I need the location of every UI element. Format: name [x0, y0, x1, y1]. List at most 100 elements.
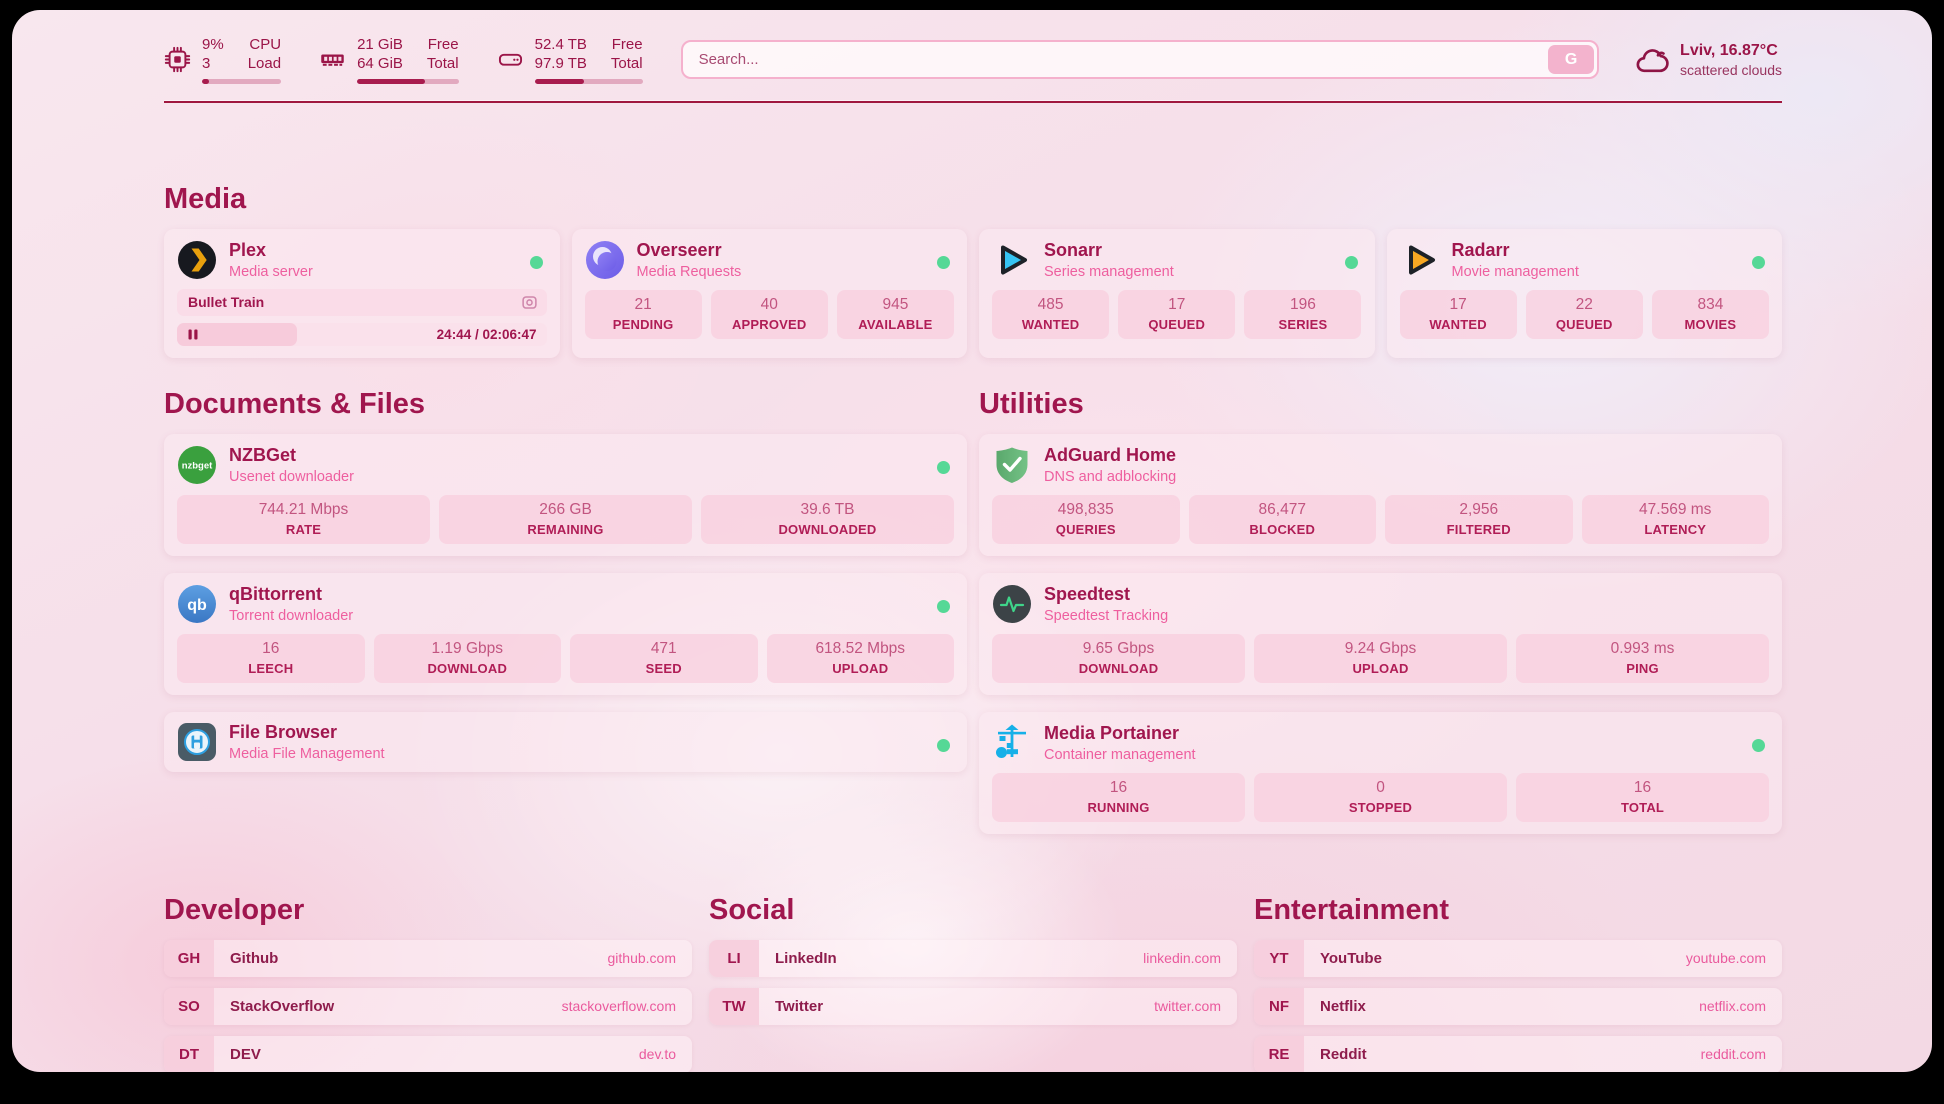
stat-label: SERIES — [1278, 316, 1328, 332]
search-bar: G — [680, 40, 1600, 80]
weather-text: Lviv, 16.87°C scattered clouds — [1680, 42, 1782, 78]
bookmark-reddit[interactable]: RE Reddit reddit.com — [1254, 1035, 1782, 1072]
cpu-widget: 9% 3 CPU Load — [164, 36, 282, 84]
stat-pill: 618.52 Mbps UPLOAD — [766, 633, 954, 683]
cast-icon — [521, 294, 538, 311]
speedtest-icon — [992, 584, 1032, 624]
stat-pill: 945 AVAILABLE — [836, 289, 954, 339]
bookmark-stackoverflow[interactable]: SO StackOverflow stackoverflow.com — [164, 987, 692, 1025]
status-dot — [1344, 255, 1358, 269]
disk-widget-body: 52.4 TB 97.9 TB Free Total — [534, 36, 643, 84]
service-card-adguard[interactable]: AdGuard Home DNS and adblocking 498,835 … — [979, 433, 1782, 556]
bookmark-label: StackOverflow — [230, 997, 335, 1015]
stat-pill: 16 RUNNING — [992, 772, 1245, 822]
bookmark-youtube[interactable]: YT YouTube youtube.com — [1254, 939, 1782, 977]
service-name: Radarr — [1451, 239, 1510, 260]
disk-total-value: 97.9 TB — [534, 54, 587, 72]
bookmark-url: linkedin.com — [1143, 950, 1221, 966]
bookmark-abbr: YT — [1254, 939, 1304, 977]
stat-value: 0 — [1376, 778, 1385, 796]
service-subtitle: Container management — [1044, 746, 1196, 763]
service-card-overseerr[interactable]: Overseerr Media Requests 21 PENDING 40 A… — [571, 228, 967, 358]
bookmark-label: DEV — [230, 1045, 261, 1063]
bookmark-url: youtube.com — [1685, 950, 1766, 966]
stat-value: 1.19 Gbps — [431, 639, 504, 657]
stat-pill: 86,477 BLOCKED — [1188, 494, 1376, 544]
service-subtitle: Torrent downloader — [229, 607, 354, 624]
service-card-qbittorrent[interactable]: qb qBittorrent Torrent downloader 16 — [164, 572, 967, 695]
service-subtitle: Media Requests — [636, 263, 742, 280]
service-subtitle: DNS and adblocking — [1044, 468, 1177, 485]
memory-progress-track — [357, 78, 459, 84]
memory-free-value: 21 GiB — [357, 36, 403, 53]
bookmark-abbr: NF — [1254, 987, 1304, 1025]
bookmark-group-developer: Developer GH Github github.com SO StackO… — [164, 893, 692, 1072]
stat-pill: 9.24 Gbps UPLOAD — [1254, 633, 1507, 683]
playback-progress-row: 24:44 / 02:06:47 — [177, 322, 547, 346]
section-title-social: Social — [709, 893, 795, 926]
section-title-developer: Developer — [164, 893, 305, 926]
service-card-filebrowser[interactable]: File Browser Media File Management — [164, 711, 967, 772]
bookmark-twitter[interactable]: TW Twitter twitter.com — [709, 987, 1237, 1025]
stat-pill: 0 STOPPED — [1254, 772, 1507, 822]
stat-label: WANTED — [1429, 316, 1487, 332]
stat-value: 618.52 Mbps — [815, 639, 906, 657]
search-input[interactable] — [680, 40, 1600, 80]
nzbget-icon: nzbget — [177, 445, 217, 485]
stat-label: DOWNLOAD — [1078, 660, 1159, 676]
cpu-load-label: Load — [247, 54, 282, 72]
stat-value: 498,835 — [1057, 500, 1114, 518]
bookmark-url: reddit.com — [1700, 1046, 1766, 1062]
service-card-portainer[interactable]: Media Portainer Container management 16 … — [979, 711, 1782, 834]
bookmark-url: twitter.com — [1154, 998, 1221, 1014]
memory-widget: 21 GiB 64 GiB Free Total — [319, 36, 459, 84]
status-dot — [1752, 255, 1765, 269]
service-card-radarr[interactable]: Radarr Movie management 17 WANTED 22 QUE… — [1386, 228, 1782, 358]
bookmark-dev[interactable]: DT DEV dev.to — [164, 1035, 692, 1072]
bookmark-label: LinkedIn — [775, 949, 837, 967]
disk-free-value: 52.4 TB — [534, 36, 587, 53]
stat-value: 0.993 ms — [1610, 639, 1675, 657]
stat-value: 86,477 — [1258, 500, 1306, 518]
stat-value: 16 — [1109, 778, 1128, 796]
disk-total-label: Total — [610, 54, 643, 72]
stat-label: REMAINING — [527, 521, 604, 537]
dashboard: 9% 3 CPU Load — [12, 10, 1932, 1072]
stat-pill: 498,835 QUERIES — [992, 494, 1180, 544]
service-name: Plex — [229, 239, 267, 260]
bookmark-github[interactable]: GH Github github.com — [164, 939, 692, 977]
memory-total-value: 64 GiB — [357, 54, 403, 72]
stat-label: FILTERED — [1446, 521, 1511, 537]
stat-label: BLOCKED — [1249, 521, 1316, 537]
stat-value: 196 — [1289, 295, 1316, 313]
stat-value: 16 — [1633, 778, 1652, 796]
stat-pill: 1.19 Gbps DOWNLOAD — [373, 633, 561, 683]
bookmark-linkedin[interactable]: LI LinkedIn linkedin.com — [709, 939, 1237, 977]
service-card-speedtest[interactable]: Speedtest Speedtest Tracking 9.65 Gbps D… — [979, 572, 1782, 695]
bookmark-url: dev.to — [638, 1046, 676, 1062]
bookmark-netflix[interactable]: NF Netflix netflix.com — [1254, 987, 1782, 1025]
stat-pill: 834 MOVIES — [1651, 289, 1769, 339]
stat-pill: 16 TOTAL — [1516, 772, 1769, 822]
service-card-plex[interactable]: Plex Media server Bullet Train — [164, 228, 560, 358]
cpu-widget-body: 9% 3 CPU Load — [202, 36, 282, 84]
bookmark-url: github.com — [607, 950, 676, 966]
stat-pill: 471 SEED — [570, 633, 758, 683]
service-subtitle: Movie management — [1451, 263, 1579, 280]
stat-pill: 17 QUEUED — [1118, 289, 1236, 339]
bookmark-group-entertainment: Entertainment YT YouTube youtube.com NF … — [1254, 894, 1782, 1072]
cpu-label: CPU — [249, 36, 282, 53]
adguard-icon — [992, 445, 1032, 485]
stat-value: 945 — [882, 295, 909, 313]
stat-value: 17 — [1449, 295, 1467, 313]
service-card-nzbget[interactable]: nzbget NZBGet Usenet downloader 744. — [164, 433, 967, 556]
service-card-sonarr[interactable]: Sonarr Series management 485 WANTED 17 Q… — [979, 228, 1375, 358]
service-name: Sonarr — [1044, 239, 1103, 260]
stat-label: TOTAL — [1620, 799, 1665, 815]
search-provider-button[interactable]: G — [1548, 45, 1595, 75]
plex-icon — [177, 240, 217, 280]
now-playing-row: Bullet Train — [177, 288, 547, 316]
service-name: File Browser — [229, 721, 338, 742]
bookmark-abbr: TW — [709, 987, 759, 1025]
stat-value: 834 — [1697, 295, 1724, 313]
